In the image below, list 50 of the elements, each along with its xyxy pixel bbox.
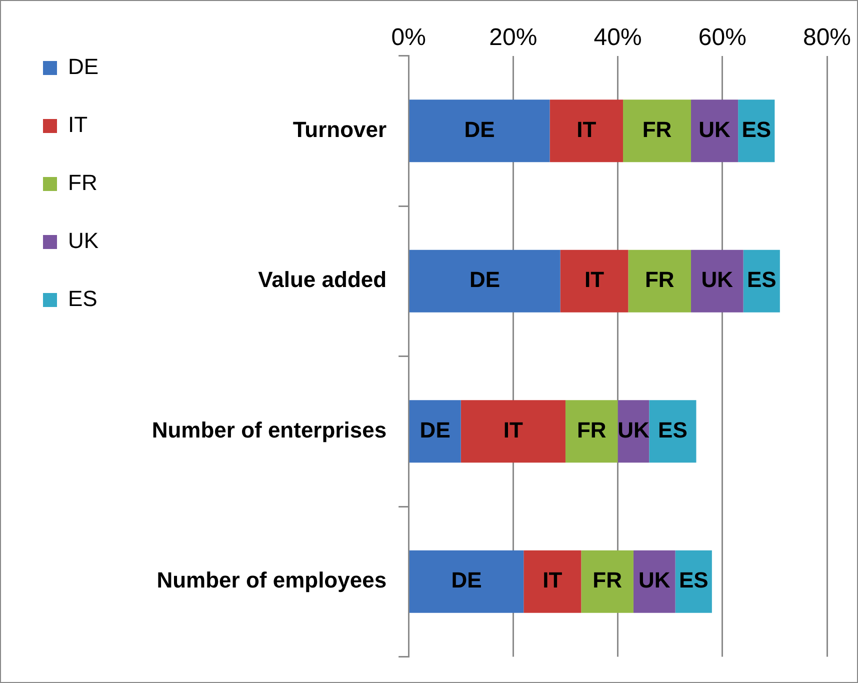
x-tick-label: 80% (802, 24, 852, 52)
text: IT (576, 116, 596, 142)
bar (460, 400, 566, 463)
legend-label: UK (68, 228, 99, 254)
x-tick-label: 20% (489, 24, 538, 52)
y-tick-label: Number of employees (156, 568, 387, 593)
y-tick-label: Value added (258, 267, 387, 292)
bar (581, 550, 634, 613)
legend-label: DE (68, 54, 99, 80)
y-tick-label: Turnover (292, 116, 387, 142)
bar (409, 400, 461, 463)
text: DE (464, 116, 495, 142)
text: UK (638, 568, 670, 593)
bar (691, 100, 738, 162)
y-tick-label: Number of enterprises (152, 417, 387, 442)
bar (633, 550, 676, 613)
text: ES (678, 568, 708, 593)
text: IT (503, 417, 523, 442)
text: ES (658, 417, 688, 442)
text: UK (618, 417, 650, 442)
text: FR (576, 417, 606, 442)
text: ES (742, 116, 772, 142)
x-tick-label: 40% (594, 24, 642, 52)
bar (565, 400, 618, 463)
bar (628, 250, 692, 312)
bar (623, 100, 692, 162)
text: FR (592, 568, 622, 593)
text: UK (698, 116, 730, 142)
text: IT (542, 568, 562, 593)
legend-label: ES (68, 286, 98, 312)
bar (560, 250, 628, 312)
text: ES (746, 267, 776, 292)
bar (409, 250, 560, 312)
bar (409, 100, 550, 162)
text: IT (584, 267, 604, 292)
bar (550, 100, 624, 162)
text: DE (469, 267, 500, 292)
text: FR (644, 267, 674, 292)
bar (409, 550, 524, 613)
legend-label: FR (68, 170, 98, 196)
legend-label: IT (68, 112, 88, 138)
x-tick-label: 60% (698, 24, 746, 52)
text: DE (451, 568, 482, 593)
x-tick-label: 0% (391, 24, 426, 52)
text: FR (642, 116, 672, 142)
text: DE (420, 417, 450, 442)
bar (691, 250, 744, 312)
bar (649, 400, 696, 463)
text: UK (701, 267, 734, 292)
bar (524, 550, 582, 613)
